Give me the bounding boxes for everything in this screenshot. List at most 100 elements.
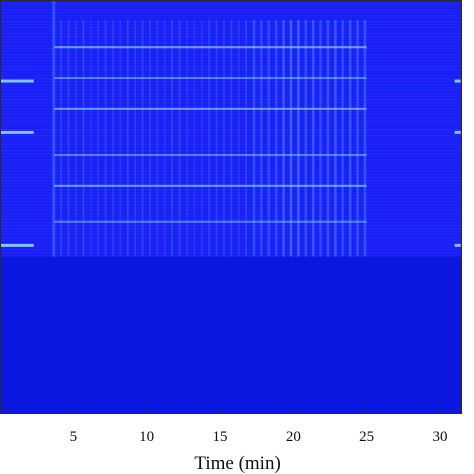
texture-row (0, 228, 462, 230)
vertical-band (60, 20, 63, 257)
texture-row (0, 219, 462, 221)
texture-row (0, 3, 462, 5)
vertical-band (223, 20, 225, 257)
texture-row (0, 69, 462, 71)
texture-row (0, 57, 462, 59)
vertical-band (230, 20, 233, 257)
texture-row (0, 111, 462, 113)
texture-row (0, 192, 462, 194)
vertical-band (297, 20, 300, 257)
vertical-band (141, 20, 144, 257)
texture-row (0, 132, 462, 134)
vertical-band (341, 20, 345, 257)
x-tick-label: 15 (213, 429, 228, 445)
texture-row (0, 15, 462, 17)
texture-row (0, 150, 462, 152)
texture-row (0, 246, 462, 248)
texture-row (0, 33, 462, 35)
texture-row (0, 30, 462, 32)
vertical-band (245, 20, 248, 257)
texture-row (0, 240, 462, 242)
vertical-band (282, 20, 285, 257)
vertical-band (311, 20, 315, 257)
texture-row (0, 243, 462, 245)
texture-row (0, 138, 462, 140)
texture-row (0, 120, 462, 122)
vertical-band (274, 20, 278, 257)
texture-row (0, 165, 462, 167)
texture-row (0, 21, 462, 23)
texture-row (0, 99, 462, 101)
vertical-band (326, 20, 330, 257)
vertical-band (252, 20, 256, 257)
x-axis-label: Time (min) (194, 453, 280, 474)
texture-row (0, 249, 462, 251)
texture-row (0, 24, 462, 26)
texture-row (0, 252, 462, 254)
x-tick-label: 10 (139, 429, 154, 445)
texture-row (0, 87, 462, 89)
texture-row (0, 153, 462, 155)
texture-row (0, 234, 462, 236)
texture-row (0, 63, 462, 65)
texture-row (0, 27, 462, 29)
texture-row (0, 162, 462, 164)
texture-row (0, 42, 462, 44)
harmonic-line (54, 220, 367, 223)
edge-line-right (454, 243, 461, 247)
texture-row (0, 51, 462, 53)
harmonic-line (54, 107, 367, 110)
vertical-band (97, 20, 100, 257)
texture-row (0, 195, 462, 197)
texture-row (0, 81, 462, 83)
texture-row (0, 255, 462, 257)
texture-row (0, 129, 462, 131)
texture-row (0, 117, 462, 119)
vertical-band (260, 20, 263, 257)
vertical-band (126, 20, 129, 257)
texture-row (0, 48, 462, 50)
x-tick-label: 30 (433, 429, 448, 445)
plot-frame (0, 0, 462, 414)
vertical-band (200, 20, 203, 257)
texture-row (0, 54, 462, 56)
spectrogram-marks (0, 0, 462, 414)
x-tick-label: 25 (359, 429, 374, 445)
texture-row (0, 93, 462, 95)
x-axis: 5 10 15 20 25 30 (70, 409, 448, 445)
harmonic-line (54, 46, 367, 49)
harmonic-line (54, 77, 367, 80)
texture-row (0, 6, 462, 8)
vertical-band (348, 20, 352, 257)
x-tick-label: 20 (286, 429, 301, 445)
texture-row (0, 237, 462, 239)
texture-row (0, 18, 462, 20)
harmonic-line (54, 154, 367, 157)
texture-row (0, 210, 462, 212)
vertical-band (289, 20, 293, 257)
texture-row (0, 9, 462, 11)
texture-row (0, 84, 462, 86)
spectrogram-plot-area (0, 0, 462, 414)
vertical-band (215, 20, 218, 257)
vertical-band (319, 20, 322, 257)
edge-line-left (0, 79, 34, 83)
texture-row (0, 60, 462, 62)
vertical-band (104, 20, 107, 257)
vertical-band (178, 20, 181, 257)
texture-row (0, 207, 462, 209)
texture-row (0, 141, 462, 143)
vertical-band (186, 20, 188, 257)
signal-start-edge (52, 0, 56, 257)
lower-flat-region (0, 256, 462, 414)
texture-row (0, 156, 462, 158)
texture-row (0, 105, 462, 107)
texture-row (0, 90, 462, 92)
texture-row (0, 135, 462, 137)
texture-row (0, 201, 462, 203)
vertical-band (67, 20, 70, 257)
vertical-band (171, 20, 174, 257)
texture-row (0, 45, 462, 47)
vertical-band (208, 20, 211, 257)
